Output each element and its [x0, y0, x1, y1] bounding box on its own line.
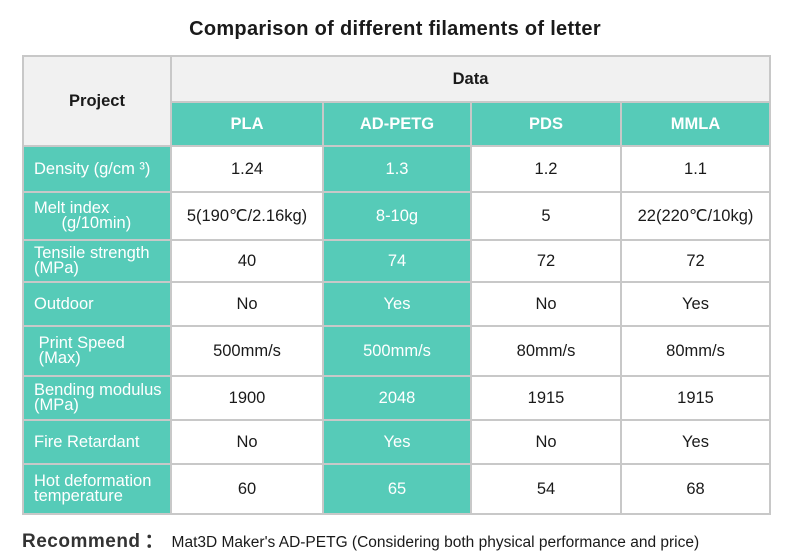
table-cell: 1900 — [170, 375, 324, 421]
table-cell: Yes — [322, 281, 472, 327]
table-cell: 72 — [619, 239, 772, 283]
page-title: Comparison of different filaments of let… — [189, 18, 601, 40]
row-label: Bending modulus (MPa) — [22, 375, 172, 421]
row-label: Outdoor — [22, 281, 172, 327]
table-row: Outdoor No Yes No Yes — [22, 281, 772, 327]
table-cell: 1.24 — [170, 145, 324, 193]
table-row: Fire Retardant No Yes No Yes — [22, 419, 772, 465]
recommend-label: Recommend — [22, 531, 141, 552]
row-label: Fire Retardant — [22, 419, 172, 465]
table-cell: 8-10g — [322, 191, 472, 241]
row-label-line: (MPa) — [34, 396, 79, 414]
data-header: Data — [169, 55, 772, 103]
row-label-line: Tensile strength — [34, 244, 150, 262]
table-cell: 2048 — [322, 375, 472, 421]
table-row: Melt index (g/10min) 5(190℃/2.16kg) 8-10g 5… — [22, 191, 772, 241]
table-cell: Yes — [322, 419, 472, 465]
row-label: Melt index (g/10min) — [22, 191, 172, 241]
material-header-pds: PDS — [470, 101, 622, 147]
table-cell: No — [170, 281, 324, 327]
table-cell: 65 — [322, 463, 472, 515]
table-cell: 1.1 — [619, 145, 772, 193]
table-cell: 54 — [470, 463, 622, 515]
table-cell: Yes — [619, 419, 772, 465]
table-cell: 40 — [170, 239, 324, 283]
row-label: Hot deformation temperature — [22, 463, 172, 515]
table-cell: No — [470, 281, 622, 327]
material-header-pla: PLA — [170, 101, 324, 147]
row-label-line: Print Speed — [34, 334, 125, 352]
table-body: Density (g/cm ³) 1.24 1.3 1.2 1.1 Melt index … — [22, 145, 772, 515]
table-cell: No — [170, 419, 324, 465]
row-label-line: (Max) — [34, 349, 81, 367]
table-cell: 68 — [619, 463, 772, 515]
table-cell: 1915 — [619, 375, 772, 421]
row-label-line: Bending modulus — [34, 381, 162, 399]
row-label: Tensile strength (MPa) — [22, 239, 172, 283]
row-label-line: Density (g/cm ³) — [34, 159, 151, 178]
table-cell: 72 — [470, 239, 622, 283]
table-cell: 5(190℃/2.16kg) — [170, 191, 324, 241]
row-label-line: Hot deformation — [34, 472, 152, 490]
recommend-colon: ： — [144, 531, 164, 552]
row-label: Print Speed (Max) — [22, 325, 172, 377]
table-row: Hot deformation temperature 60 65 54 68 — [22, 463, 772, 515]
table-cell: 80mm/s — [619, 325, 772, 377]
table-cell: 74 — [322, 239, 472, 283]
table-cell: 22(220℃/10kg) — [619, 191, 772, 241]
table-row: Density (g/cm ³) 1.24 1.3 1.2 1.1 — [22, 145, 772, 193]
table-cell: 60 — [170, 463, 324, 515]
header-row-top: Project Data — [22, 55, 772, 147]
table-cell: 5 — [470, 191, 622, 241]
material-header-ad-petg: AD-PETG — [322, 101, 472, 147]
material-header-row: PLA AD-PETG PDS MMLA — [23, 101, 772, 147]
table-cell: 1.2 — [470, 145, 622, 193]
table-cell: 80mm/s — [470, 325, 622, 377]
table-cell: 500mm/s — [322, 325, 472, 377]
table-cell: 500mm/s — [170, 325, 324, 377]
table-row: Tensile strength (MPa) 40 74 72 72 — [22, 239, 772, 283]
table-row: Print Speed (Max) 500mm/s 500mm/s 80mm/s 80m… — [22, 325, 772, 377]
row-label-line: Fire Retardant — [34, 432, 140, 451]
table-row: Bending modulus (MPa) 1900 2048 1915 1915 — [22, 375, 772, 421]
recommend-text: Mat3D Maker's AD-PETG (Considering both … — [171, 534, 700, 551]
table-cell: 1915 — [470, 375, 622, 421]
table-cell: Yes — [619, 281, 772, 327]
material-header-mmla: MMLA — [619, 101, 772, 147]
project-header: Project — [22, 55, 172, 147]
row-label: Density (g/cm ³) — [22, 145, 172, 193]
row-label-line: temperature — [34, 487, 123, 505]
comparison-table: Project Data PLA AD-PETG PDS MMLA Densit… — [22, 55, 772, 515]
row-label-line: (MPa) — [34, 259, 79, 277]
table-cell: 1.3 — [322, 145, 472, 193]
row-label-line: Melt index — [34, 199, 110, 217]
table-cell: No — [470, 419, 622, 465]
recommend-line: Recommend： Mat3D Maker's AD-PETG (Conside… — [22, 526, 782, 553]
row-label-line: (g/10min) — [34, 214, 132, 232]
row-label-line: Outdoor — [34, 294, 94, 313]
